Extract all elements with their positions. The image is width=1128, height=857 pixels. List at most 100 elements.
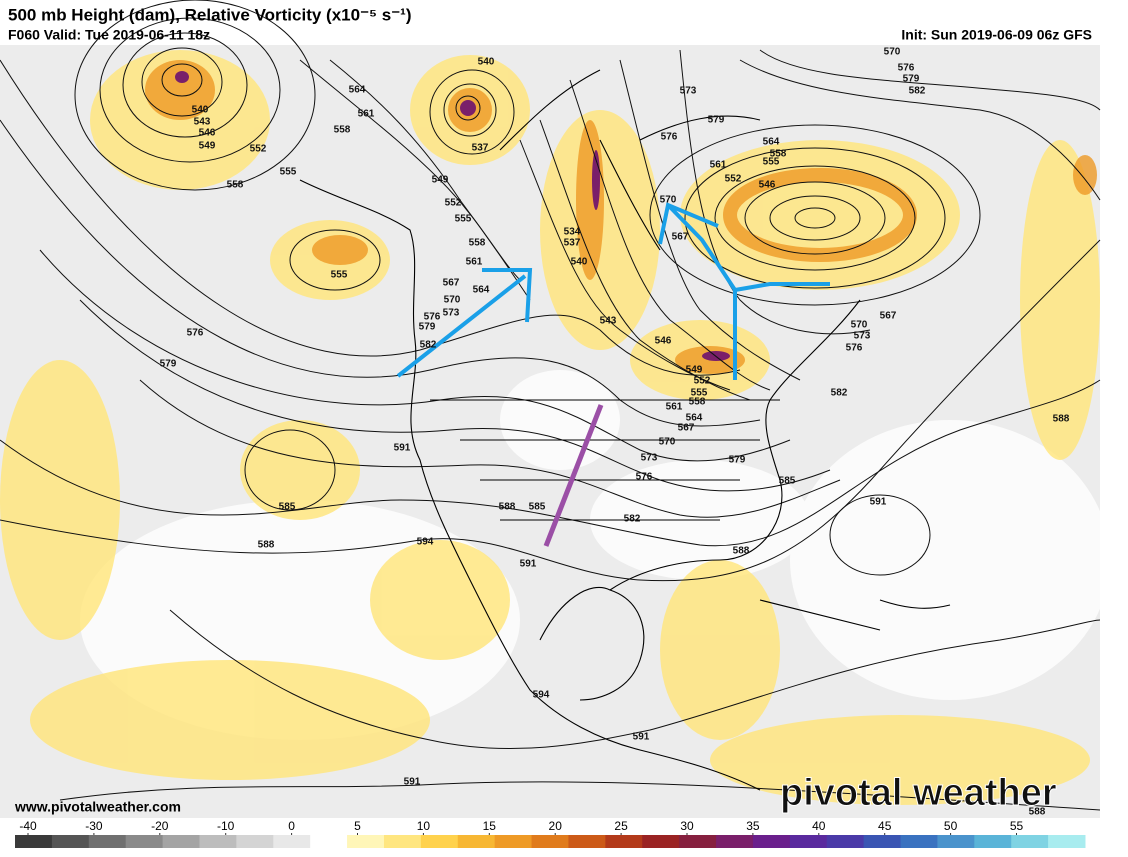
contour-label: 564 xyxy=(473,285,490,296)
contour-label: 588 xyxy=(499,502,516,513)
colorbar-segment xyxy=(199,835,237,848)
contour-label: 537 xyxy=(472,143,489,154)
contour-label: 579 xyxy=(903,74,920,85)
contour-label: 558 xyxy=(469,238,486,249)
contour-label: 591 xyxy=(633,732,650,743)
valid-time: F060 Valid: Tue 2019-06-11 18z xyxy=(8,27,210,43)
colorbar: -40 -30 -20 -10 0 5 10 15 20 25 30 35 40 45 50 55 xyxy=(15,819,1086,848)
contour-label: 588 xyxy=(1053,414,1070,425)
contour-label: 576 xyxy=(187,328,204,339)
colorbar-segment xyxy=(531,835,569,848)
contour-label: 540 xyxy=(478,57,495,68)
contour-label: 564 xyxy=(686,413,703,424)
contour-label: 555 xyxy=(455,214,472,225)
colorbar-segment xyxy=(51,835,90,848)
contour-label: 534 xyxy=(564,227,581,238)
contour-label: 555 xyxy=(691,388,708,399)
contour-label: 573 xyxy=(680,86,697,97)
colorbar-segment xyxy=(162,835,200,848)
colorbar-segment xyxy=(679,835,717,848)
colorbar-tick-label: 30 xyxy=(680,819,694,833)
colorbar-tick-label: 5 xyxy=(354,819,361,833)
contour-label: 591 xyxy=(520,559,537,570)
contour-label: 591 xyxy=(404,777,421,788)
website: www.pivotalweather.com xyxy=(14,799,181,815)
colorbar-segment xyxy=(974,835,1012,848)
contour-label: 561 xyxy=(666,402,683,413)
colorbar-segment xyxy=(752,835,791,848)
contour-label: 570 xyxy=(660,195,677,206)
colorbar-segment xyxy=(125,835,164,848)
colorbar-tick-label: 20 xyxy=(549,819,563,833)
contour-label: 570 xyxy=(851,320,868,331)
contour-label: 564 xyxy=(349,85,366,96)
contour-label: 588 xyxy=(1029,807,1046,818)
contour-label: 576 xyxy=(636,472,653,483)
contour-label: 549 xyxy=(686,365,703,376)
contour-label: 576 xyxy=(846,343,863,354)
contour-label: 546 xyxy=(759,180,776,191)
logo: pivotal weather xyxy=(780,772,1057,814)
colorbar-segment xyxy=(347,835,385,848)
annotations xyxy=(396,202,830,547)
contour-label: 573 xyxy=(854,331,871,342)
colorbar-tick-label: 0 xyxy=(288,819,295,833)
colorbar-segment xyxy=(420,835,459,848)
contour-label: 555 xyxy=(331,270,348,281)
colorbar-segment xyxy=(1011,835,1049,848)
colorbar-segment xyxy=(789,835,828,848)
contour-label: 561 xyxy=(358,109,375,120)
contour-label: 567 xyxy=(443,278,460,289)
init-time: Init: Sun 2019-06-09 06z GFS xyxy=(901,27,1092,43)
height-contours xyxy=(0,0,1101,811)
contour-label: 570 xyxy=(659,437,676,448)
contour-label: 579 xyxy=(419,322,436,333)
colorbar-segment xyxy=(642,835,680,848)
contour-label: 558 xyxy=(770,149,787,160)
colorbar-tick-label: 25 xyxy=(614,819,628,833)
contour-label: 537 xyxy=(564,238,581,249)
colorbar-tick-label: -10 xyxy=(217,819,235,833)
contour-label: 552 xyxy=(250,144,267,155)
contour-label: 579 xyxy=(729,455,746,466)
contour-label: 588 xyxy=(258,540,275,551)
colorbar-segment xyxy=(826,835,865,848)
contour-label: 585 xyxy=(779,476,796,487)
colorbar-segment xyxy=(937,835,975,848)
contour-label: 552 xyxy=(445,198,462,209)
contour-label: 576 xyxy=(898,63,915,74)
colorbar-tick-label: 45 xyxy=(878,819,892,833)
contour-label: 570 xyxy=(884,47,901,58)
colorbar-segment xyxy=(568,835,606,848)
contour-label: 552 xyxy=(694,376,711,387)
coastlines xyxy=(299,69,951,791)
colorbar-tick-label: 55 xyxy=(1010,819,1024,833)
contour-label: 546 xyxy=(655,336,672,347)
contour-label: 594 xyxy=(533,690,550,701)
colorbar-tick-label: 35 xyxy=(746,819,760,833)
contour-label: 552 xyxy=(725,174,742,185)
contour-label: 582 xyxy=(420,340,437,351)
colorbar-segment xyxy=(457,835,496,848)
contour-label: 591 xyxy=(394,443,411,454)
contour-label: 549 xyxy=(432,175,449,186)
contour-label: 543 xyxy=(194,117,211,128)
colorbar-segment xyxy=(383,835,422,848)
colorbar-segment xyxy=(273,835,311,848)
colorbar-segment xyxy=(494,835,533,848)
contour-label: 576 xyxy=(424,312,441,323)
contour-label: 585 xyxy=(529,502,546,513)
contour-label: 561 xyxy=(466,257,483,268)
contour-label: 573 xyxy=(443,308,460,319)
colorbar-segment xyxy=(88,835,127,848)
colorbar-tick-label: 50 xyxy=(944,819,958,833)
colorbar-segment xyxy=(1048,835,1086,848)
contour-label: 540 xyxy=(192,105,209,116)
colorbar-tick-label: -20 xyxy=(151,819,169,833)
contour-label: 558 xyxy=(334,125,351,136)
contour-label: 558 xyxy=(227,180,244,191)
colorbar-segment xyxy=(900,835,938,848)
colorbar-tick-label: -40 xyxy=(19,819,37,833)
